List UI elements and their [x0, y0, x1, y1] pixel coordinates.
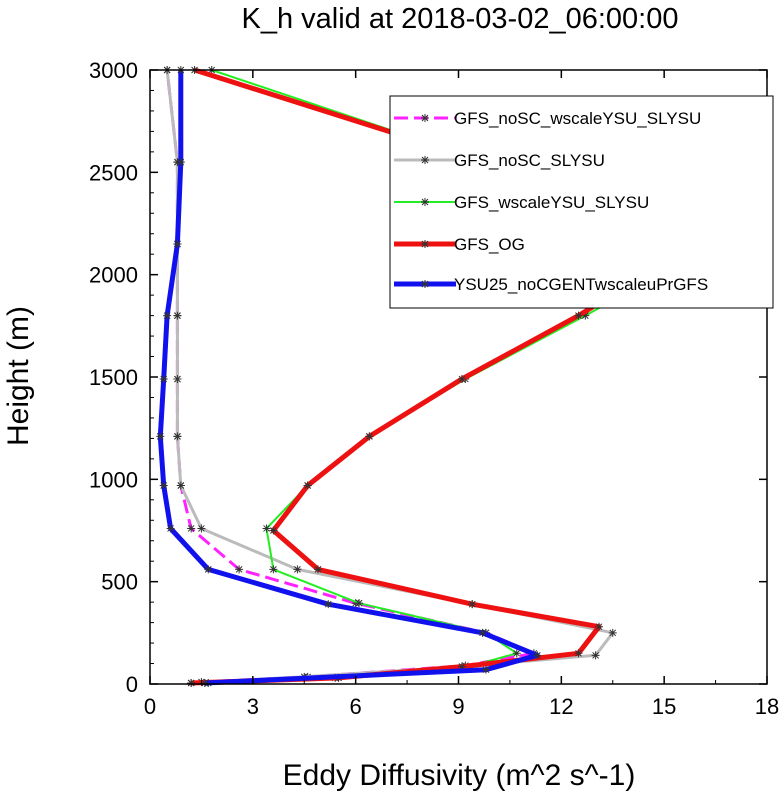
legend-entry: GFS_noSC_SLYSU: [394, 151, 605, 170]
legend-marker: [421, 280, 429, 288]
y-tick-label: 2000: [89, 263, 138, 288]
x-tick-label: 18: [755, 694, 779, 719]
data-point: [173, 311, 182, 320]
data-point: [159, 481, 168, 490]
data-point: [355, 599, 364, 608]
data-point: [173, 239, 182, 248]
y-tick-label: 0: [126, 672, 138, 697]
data-point: [166, 524, 175, 533]
y-tick-label: 1000: [89, 467, 138, 492]
data-point: [468, 600, 477, 609]
legend-marker: [421, 114, 429, 122]
y-tick-label: 500: [101, 570, 138, 595]
legend: GFS_noSC_wscaleYSU_SLYSU GFS_noSC_SLYSU GF…: [389, 95, 774, 309]
data-point: [457, 662, 466, 671]
data-point: [512, 649, 521, 658]
legend-entry: YSU25_noCGENTwscaleuPrGFS: [394, 275, 708, 294]
data-point: [204, 565, 213, 574]
data-point: [173, 375, 182, 384]
data-point: [200, 678, 209, 687]
data-point: [591, 651, 600, 660]
legend-entry: GFS_wscaleYSU_SLYSU: [394, 193, 649, 212]
data-point: [163, 311, 172, 320]
y-axis-title: Height (m): [2, 306, 35, 446]
y-tick-label: 1500: [89, 365, 138, 390]
x-tick-label: 0: [144, 694, 156, 719]
data-point: [176, 158, 185, 167]
data-point: [313, 565, 322, 574]
series-line: [157, 70, 540, 686]
legend-label: YSU25_noCGENTwscaleuPrGFS: [454, 275, 708, 294]
data-point: [269, 565, 278, 574]
y-tick-label: 2500: [89, 160, 138, 185]
data-point: [173, 432, 182, 441]
chart-title: K_h valid at 2018-03-02_06:00:00: [242, 3, 679, 35]
data-point: [533, 651, 542, 660]
data-point: [235, 565, 244, 574]
data-point: [595, 622, 604, 631]
plot-frame: [149, 69, 768, 685]
legend-label: GFS_noSC_wscaleYSU_SLYSU: [454, 109, 701, 128]
legend-label: GFS_OG: [454, 235, 525, 254]
data-point: [159, 375, 168, 384]
data-point: [303, 481, 312, 490]
data-point: [156, 432, 165, 441]
data-point: [608, 628, 617, 637]
data-point: [457, 375, 466, 384]
x-tick-label: 6: [350, 694, 362, 719]
data-point: [262, 524, 271, 533]
legend-items: GFS_noSC_wscaleYSU_SLYSU GFS_noSC_SLYSU GF…: [394, 109, 708, 294]
data-point: [324, 600, 333, 609]
data-point: [574, 311, 583, 320]
data-point: [365, 432, 374, 441]
tick-layer: 0 3 6 9 12 15 18 0 500 1000 1500 2000 2500 3000: [89, 58, 779, 719]
legend-marker: [421, 198, 429, 206]
legend-entry: GFS_OG: [394, 235, 525, 254]
x-tick-label: 3: [247, 694, 259, 719]
x-axis-title: Eddy Diffusivity (m^2 s^-1): [283, 759, 636, 792]
data-point: [197, 524, 206, 533]
legend-marker: [421, 156, 429, 164]
data-point: [581, 311, 590, 320]
data-point: [293, 565, 302, 574]
data-point: [187, 524, 196, 533]
x-tick-label: 15: [652, 694, 676, 719]
y-tick-label: 3000: [89, 58, 138, 83]
legend-marker: [421, 240, 429, 248]
legend-label: GFS_noSC_SLYSU: [454, 151, 605, 170]
data-point: [176, 481, 185, 490]
data-point: [478, 628, 487, 637]
data-point: [269, 526, 278, 535]
data-point: [481, 665, 490, 674]
data-point: [574, 649, 583, 658]
legend-label: GFS_wscaleYSU_SLYSU: [454, 193, 649, 212]
x-tick-label: 12: [549, 694, 573, 719]
data-point: [187, 678, 196, 687]
legend-entry: GFS_noSC_wscaleYSU_SLYSU: [394, 109, 701, 128]
x-tick-label: 9: [452, 694, 464, 719]
